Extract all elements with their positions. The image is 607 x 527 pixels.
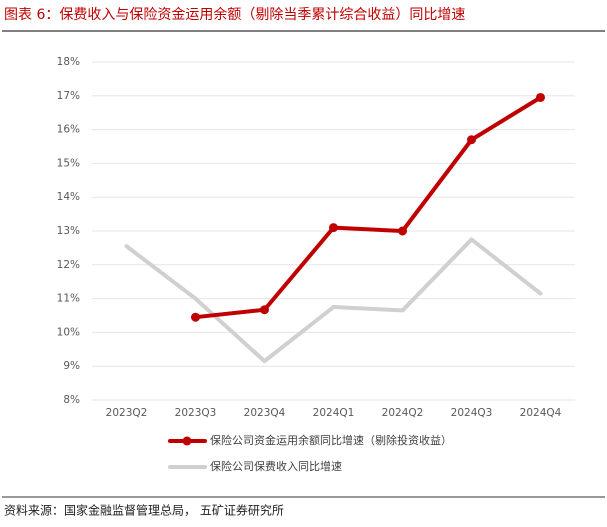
x-tick-label: 2023Q2	[106, 407, 148, 419]
y-tick-label: 15%	[57, 157, 80, 169]
point-marker	[536, 92, 545, 102]
point-marker	[398, 226, 407, 236]
x-tick-label: 2024Q3	[451, 407, 493, 419]
y-tick-label: 10%	[57, 326, 80, 338]
chart-title: 图表 6：保费收入与保险资金运用余额（剔除当季累计综合收益）同比增速	[4, 6, 465, 23]
series-line	[193, 95, 543, 320]
y-tick-label: 18%	[57, 56, 80, 68]
point-marker	[191, 312, 200, 322]
x-tick-label: 2023Q4	[244, 407, 286, 419]
y-tick-label: 12%	[57, 259, 80, 271]
x-tick-label: 2024Q4	[520, 407, 562, 419]
x-tick-label: 2023Q3	[175, 407, 217, 419]
point-marker	[329, 223, 338, 233]
x-tick-label: 2024Q2	[382, 407, 424, 419]
y-tick-label: 9%	[63, 360, 80, 372]
legend-marker	[182, 436, 192, 446]
source-note: 资料来源：国家金融监督管理总局， 五矿证券研究所	[4, 503, 284, 518]
y-tick-label: 16%	[57, 124, 80, 136]
point-marker	[467, 135, 476, 145]
y-tick-label: 11%	[57, 293, 80, 305]
y-tick-label: 17%	[57, 90, 80, 102]
legend-label: 保险公司保费收入同比增速	[210, 459, 342, 473]
legend-label: 保险公司资金运用余额同比增速（剔除投资收益）	[210, 433, 452, 447]
y-tick-label: 13%	[57, 225, 80, 237]
series-line	[124, 237, 543, 364]
y-tick-label: 8%	[63, 394, 80, 406]
y-tick-label: 14%	[57, 191, 80, 203]
point-marker	[260, 305, 269, 315]
x-tick-label: 2024Q1	[313, 407, 355, 419]
